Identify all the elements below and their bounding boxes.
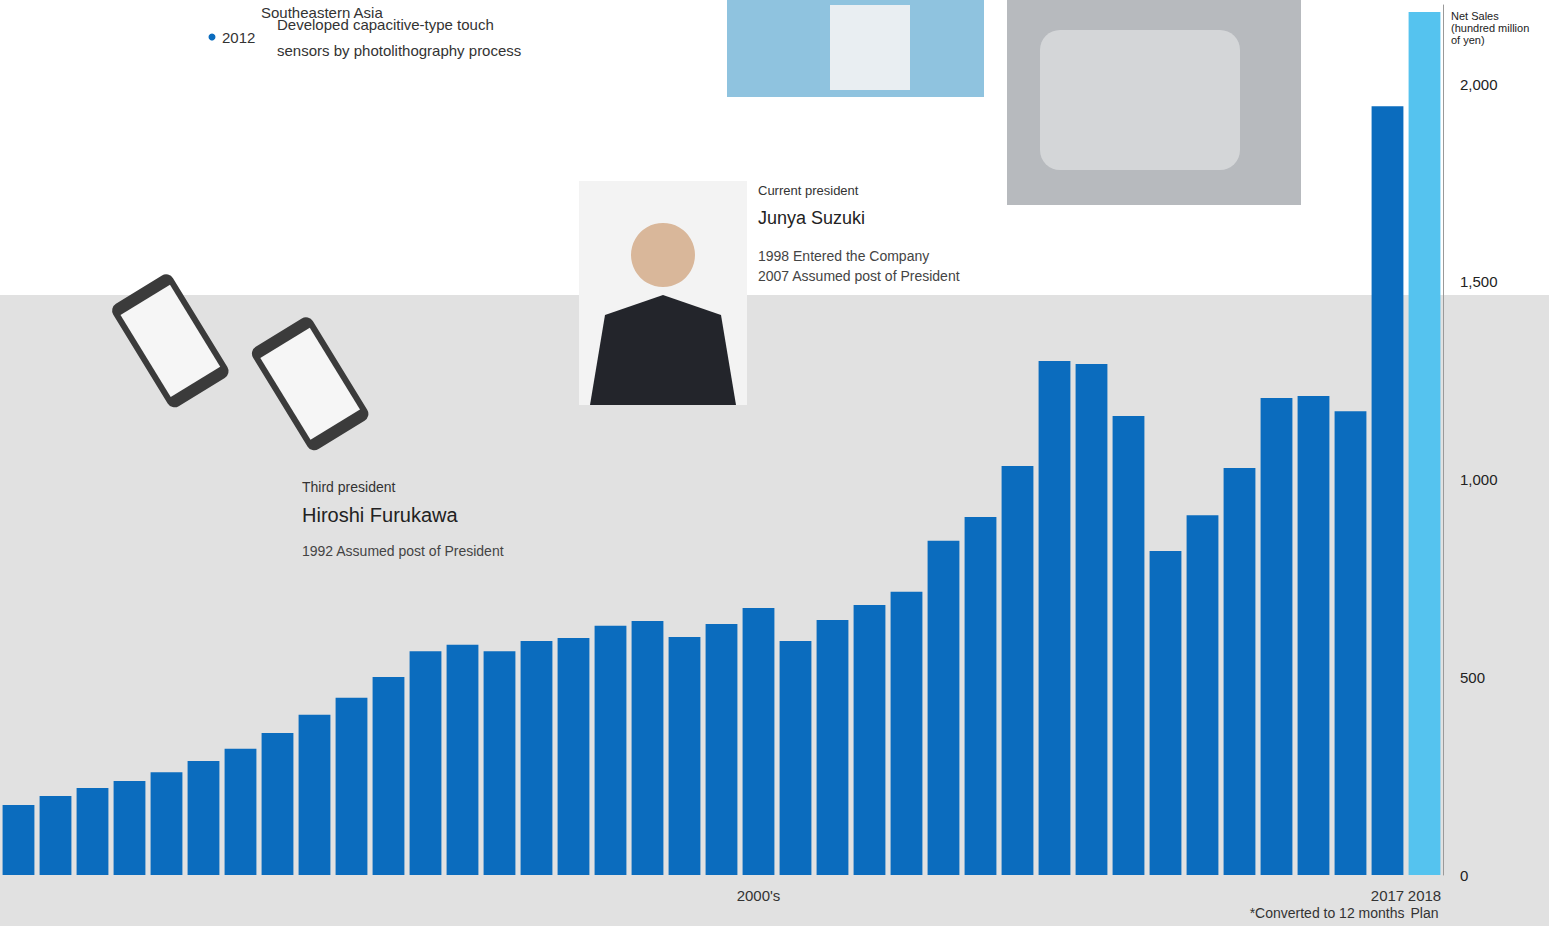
svg-text:Southeastern Asia: Southeastern Asia <box>261 3 383 21</box>
svg-text:(hundred million: (hundred million <box>1451 22 1529 34</box>
svg-text:*Converted to 12 months: *Converted to 12 months <box>1250 905 1405 921</box>
svg-text:Third president: Third president <box>302 479 395 495</box>
svg-text:1,500: 1,500 <box>1460 273 1498 290</box>
svg-text:1998 Entered the Company: 1998 Entered the Company <box>758 248 929 264</box>
svg-text:2,000: 2,000 <box>1460 76 1498 93</box>
svg-text:2012: 2012 <box>222 29 255 46</box>
svg-text:Current president: Current president <box>758 183 859 198</box>
svg-text:sensors by photolithography pr: sensors by photolithography process <box>277 42 521 59</box>
svg-text:2018: 2018 <box>1408 887 1441 904</box>
svg-text:2017: 2017 <box>1371 887 1404 904</box>
svg-text:1,000: 1,000 <box>1460 471 1498 488</box>
svg-text:1992 Assumed post of President: 1992 Assumed post of President <box>302 543 504 559</box>
svg-text:Net Sales: Net Sales <box>1451 10 1499 22</box>
svg-text:2007 Assumed post of President: 2007 Assumed post of President <box>758 268 960 284</box>
svg-text:500: 500 <box>1460 669 1485 686</box>
svg-text:0: 0 <box>1460 867 1468 884</box>
svg-text:Junya Suzuki: Junya Suzuki <box>758 208 865 228</box>
svg-text:Plan: Plan <box>1410 905 1438 921</box>
svg-text:of yen): of yen) <box>1451 34 1485 46</box>
svg-text:2000's: 2000's <box>737 887 781 904</box>
svg-text:Hiroshi Furukawa: Hiroshi Furukawa <box>302 504 458 526</box>
svg-text:Developed capacitive-type touc: Developed capacitive-type touch <box>277 16 494 33</box>
